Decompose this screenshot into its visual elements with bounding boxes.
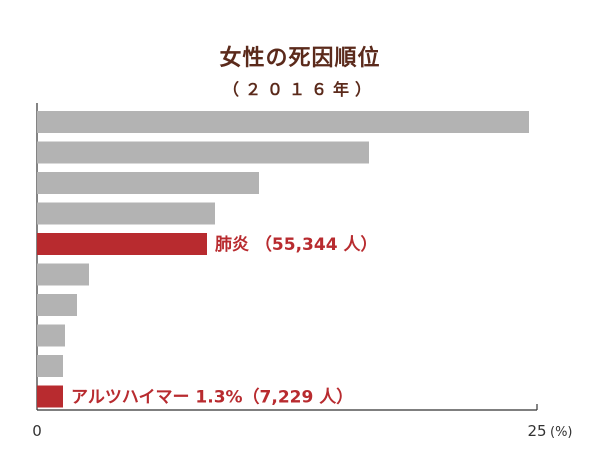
bar-8	[37, 324, 65, 347]
x-tick-label-min: 0	[32, 422, 42, 440]
x-axis-unit: (%)	[550, 425, 573, 440]
chart-subtitle: （２０１６年）	[222, 80, 377, 99]
bar-2	[37, 141, 369, 164]
bar-10	[37, 385, 63, 408]
bar-7	[37, 294, 77, 316]
bar-4	[37, 202, 215, 225]
bar-data-label-10: アルツハイマー 1.3%（7,229 人）	[71, 387, 353, 408]
x-tick-label-max: 25	[527, 422, 546, 440]
bar-9	[37, 355, 63, 377]
bar-3	[37, 172, 259, 194]
bar-data-label-5: 肺炎 （55,344 人）	[215, 234, 377, 255]
bar-6	[37, 263, 89, 286]
bar-1	[37, 111, 529, 133]
bar-5	[37, 233, 207, 255]
chart-title: 女性の死因順位	[219, 46, 381, 71]
